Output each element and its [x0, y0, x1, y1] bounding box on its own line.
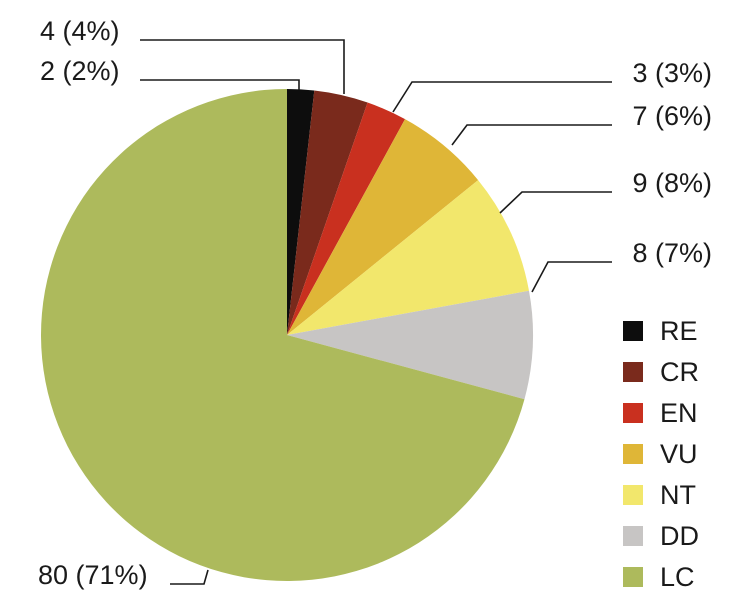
- legend-swatch-re: [623, 321, 643, 341]
- pie-slice-cr: [287, 90, 368, 336]
- slice-label-re: 2 (2%): [40, 56, 120, 86]
- legend-label-dd: DD: [660, 521, 699, 551]
- leader-line-nt: [499, 191, 612, 214]
- legend-swatch-dd: [623, 526, 643, 546]
- leader-line-re: [140, 79, 300, 90]
- slice-label-dd: 8 (7%): [632, 238, 712, 268]
- legend-label-vu: VU: [660, 439, 698, 469]
- leader-line-en: [392, 81, 612, 113]
- leader-lines: [140, 39, 612, 585]
- legend-label-re: RE: [660, 316, 698, 346]
- pie-slice-en: [287, 102, 406, 335]
- legend-swatch-lc: [623, 567, 643, 587]
- legend-swatch-nt: [623, 485, 643, 505]
- pie-slice-re: [287, 89, 315, 335]
- pie-slices: [41, 89, 533, 582]
- slice-label-lc: 80 (71%): [38, 560, 148, 590]
- legend-label-en: EN: [660, 398, 698, 428]
- slice-label-cr: 4 (4%): [40, 16, 120, 46]
- legend-label-cr: CR: [660, 357, 699, 387]
- leader-line-dd: [531, 261, 612, 293]
- legend-swatch-vu: [623, 444, 643, 464]
- pie-slice-vu: [287, 119, 479, 335]
- pie-slice-dd: [287, 290, 533, 400]
- legend-swatch-cr: [623, 362, 643, 382]
- legend-swatch-en: [623, 403, 643, 423]
- leader-line-cr: [140, 39, 345, 94]
- legend: RE CR EN VU NT DD LC: [623, 316, 699, 592]
- legend-label-nt: NT: [660, 480, 696, 510]
- slice-label-vu: 7 (6%): [632, 101, 712, 131]
- pie-slice-lc: [41, 89, 525, 582]
- slice-label-en: 3 (3%): [632, 58, 712, 88]
- leader-line-vu: [451, 124, 612, 146]
- pie-slice-nt: [287, 180, 529, 335]
- slice-label-nt: 9 (8%): [632, 168, 712, 198]
- legend-label-lc: LC: [660, 562, 695, 592]
- leader-line-lc: [170, 569, 209, 585]
